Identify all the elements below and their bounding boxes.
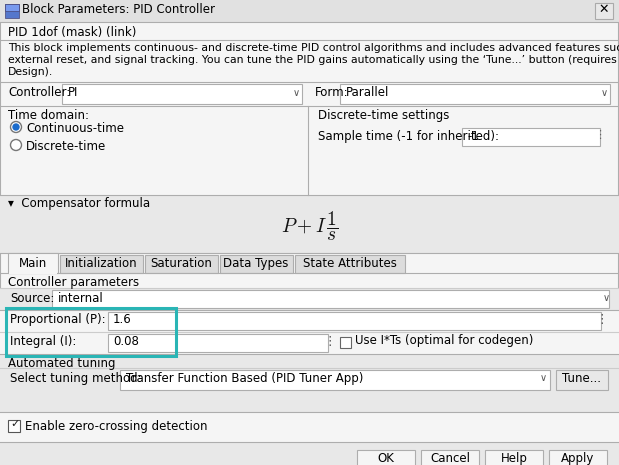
Text: Transfer Function Based (PID Tuner App): Transfer Function Based (PID Tuner App) <box>126 372 363 385</box>
Bar <box>5 4 19 11</box>
Text: ∨: ∨ <box>600 88 608 98</box>
Text: Use I*Ts (optimal for codegen): Use I*Ts (optimal for codegen) <box>355 334 534 347</box>
Text: Parallel: Parallel <box>346 86 389 99</box>
Text: Design).: Design). <box>8 67 53 77</box>
Text: ∨: ∨ <box>539 373 547 383</box>
Text: Discrete-time: Discrete-time <box>26 140 106 153</box>
Text: Select tuning method:: Select tuning method: <box>10 372 142 385</box>
Bar <box>9 272 57 274</box>
Bar <box>52 290 609 308</box>
Bar <box>0 0 619 22</box>
Text: Initialization: Initialization <box>65 257 137 270</box>
Text: -1: -1 <box>467 130 479 143</box>
Bar <box>340 337 351 348</box>
Text: 0.08: 0.08 <box>113 335 139 348</box>
Bar <box>145 255 218 273</box>
Bar <box>108 312 601 330</box>
Bar <box>0 288 619 310</box>
Bar <box>485 450 543 465</box>
Text: $P+I\,\dfrac{1}{s}$: $P+I\,\dfrac{1}{s}$ <box>281 210 338 243</box>
Bar <box>220 255 293 273</box>
Text: Integral (I):: Integral (I): <box>10 335 76 348</box>
Bar <box>0 310 619 332</box>
Text: Discrete-time settings: Discrete-time settings <box>318 109 449 122</box>
Text: Automated tuning: Automated tuning <box>8 357 116 370</box>
Bar <box>549 450 607 465</box>
Bar <box>0 195 619 253</box>
Text: Controller parameters: Controller parameters <box>8 276 139 289</box>
Text: Source:: Source: <box>10 292 54 305</box>
Text: State Attributes: State Attributes <box>303 257 397 270</box>
Bar <box>62 84 302 104</box>
Bar <box>8 253 58 273</box>
Text: Apply: Apply <box>561 452 595 465</box>
Circle shape <box>11 140 22 151</box>
Text: ▾  Compensator formula: ▾ Compensator formula <box>8 197 150 210</box>
Bar <box>0 412 619 442</box>
Bar <box>0 354 619 412</box>
Text: internal: internal <box>58 292 104 305</box>
Text: This block implements continuous- and discrete-time PID control algorithms and i: This block implements continuous- and di… <box>8 43 619 53</box>
Text: PI: PI <box>68 86 79 99</box>
Text: OK: OK <box>378 452 394 465</box>
Bar <box>340 84 610 104</box>
Text: ✓: ✓ <box>10 419 19 429</box>
Text: Continuous-time: Continuous-time <box>26 122 124 135</box>
Text: ⋮: ⋮ <box>324 335 336 348</box>
Text: Time domain:: Time domain: <box>8 109 89 122</box>
Text: Help: Help <box>501 452 527 465</box>
Text: Sample time (-1 for inherited):: Sample time (-1 for inherited): <box>318 130 499 143</box>
Text: Data Types: Data Types <box>223 257 288 270</box>
Text: 1.6: 1.6 <box>113 313 132 326</box>
Bar <box>6 308 176 356</box>
Text: PID 1dof (mask) (link): PID 1dof (mask) (link) <box>8 26 136 39</box>
Text: ∨: ∨ <box>602 293 610 303</box>
Bar <box>556 370 608 390</box>
Bar <box>295 255 405 273</box>
Bar <box>595 3 613 19</box>
Bar <box>60 255 143 273</box>
Circle shape <box>13 124 19 130</box>
Bar <box>357 450 415 465</box>
Bar <box>8 420 20 432</box>
Text: ∨: ∨ <box>292 88 300 98</box>
Text: Tune...: Tune... <box>563 372 602 385</box>
Bar <box>462 128 600 146</box>
Text: ⋮: ⋮ <box>594 130 605 140</box>
Text: Enable zero-crossing detection: Enable zero-crossing detection <box>25 420 207 433</box>
Text: Controller:: Controller: <box>8 86 70 99</box>
Text: Main: Main <box>19 257 47 270</box>
Circle shape <box>11 121 22 133</box>
Bar <box>0 332 619 354</box>
Text: ⋮: ⋮ <box>595 313 608 326</box>
Text: Proportional (P):: Proportional (P): <box>10 313 106 326</box>
Text: Cancel: Cancel <box>430 452 470 465</box>
Bar <box>108 334 328 352</box>
Text: external reset, and signal tracking. You can tune the PID gains automatically us: external reset, and signal tracking. You… <box>8 55 619 65</box>
Text: Saturation: Saturation <box>150 257 212 270</box>
Text: ✕: ✕ <box>599 3 609 16</box>
Text: Form:: Form: <box>315 86 348 99</box>
Bar <box>5 4 19 18</box>
Bar <box>421 450 479 465</box>
Bar <box>120 370 550 390</box>
Text: Block Parameters: PID Controller: Block Parameters: PID Controller <box>22 3 215 16</box>
Bar <box>0 442 619 465</box>
